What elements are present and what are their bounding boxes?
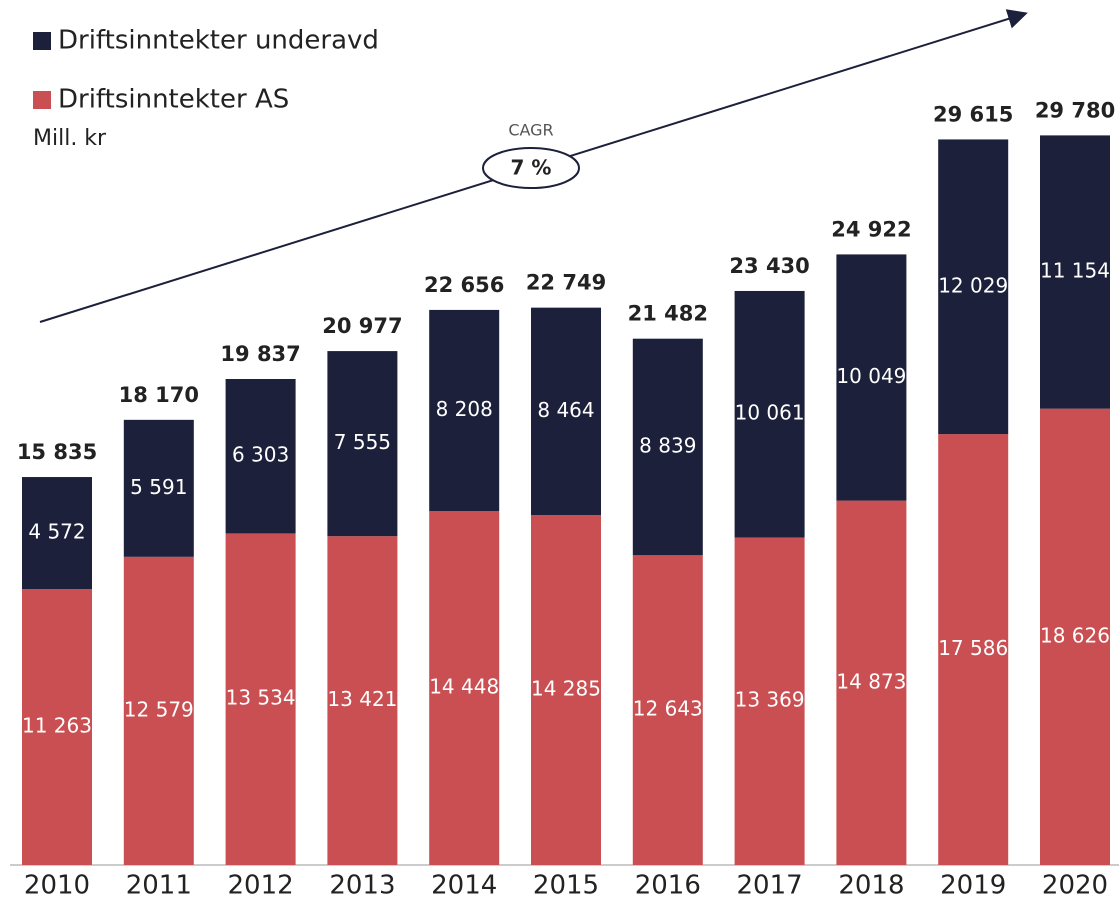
x-tick-label: 2018	[838, 871, 904, 901]
data-label: 11 154	[1040, 259, 1110, 283]
data-label: 4 572	[28, 520, 85, 544]
bar-segment	[327, 351, 398, 537]
total-label: 24 922	[831, 217, 911, 241]
bar-segment	[734, 537, 805, 865]
bar-segment	[429, 309, 500, 512]
x-tick-label: 2017	[737, 871, 803, 901]
bar-segment	[225, 533, 296, 865]
x-tick-label: 2014	[431, 871, 497, 901]
data-label: 10 061	[735, 401, 805, 425]
cagr-value: 7 %	[511, 156, 552, 180]
total-label: 29 615	[933, 102, 1013, 126]
data-label: 13 421	[327, 687, 397, 711]
data-label: 14 448	[429, 675, 499, 699]
total-label: 15 835	[17, 440, 97, 464]
data-label: 7 555	[334, 430, 391, 454]
cagr-label: CAGR	[508, 121, 553, 140]
total-label: 23 430	[729, 254, 809, 278]
bar-segment	[22, 477, 92, 590]
bar-segment	[632, 338, 703, 556]
unit-label: Mill. kr	[33, 126, 107, 151]
x-tick-label: 2010	[24, 871, 90, 901]
data-label: 5 591	[130, 475, 187, 499]
total-label: 18 170	[119, 383, 199, 407]
data-label: 6 303	[232, 443, 289, 467]
bar-segment	[531, 515, 601, 865]
bar-segment	[327, 536, 398, 865]
bar-segment	[531, 307, 601, 516]
bar-segment	[632, 555, 703, 865]
x-tick-label: 2013	[329, 871, 395, 901]
cagr-ellipse	[482, 147, 580, 189]
bar-segment	[22, 589, 92, 865]
data-label: 12 579	[124, 697, 194, 721]
legend-swatch	[33, 32, 51, 50]
x-tick-label: 2019	[940, 871, 1006, 901]
data-label: 8 208	[436, 397, 493, 421]
data-label: 14 285	[531, 677, 601, 701]
x-tick-label: 2016	[635, 871, 701, 901]
x-tick-label: 2012	[228, 871, 294, 901]
data-label: 17 586	[938, 636, 1008, 660]
legend-label: Driftsinntekter AS	[58, 85, 289, 115]
bar-segment	[123, 419, 194, 557]
data-label: 18 626	[1040, 623, 1110, 647]
data-label: 14 873	[836, 669, 906, 693]
total-label: 21 482	[628, 302, 708, 326]
data-label: 11 263	[22, 714, 92, 738]
data-label: 8 839	[639, 433, 696, 457]
data-label: 13 369	[735, 688, 805, 712]
data-label: 12 029	[938, 273, 1008, 297]
legend-label: Driftsinntekter underavd	[58, 26, 379, 56]
bar-segment	[734, 290, 805, 538]
total-label: 19 837	[220, 342, 300, 366]
bar-segment	[938, 434, 1009, 865]
x-tick-label: 2015	[533, 871, 599, 901]
bar-segment	[1040, 408, 1110, 865]
legend-swatch	[33, 91, 51, 109]
total-label: 22 749	[526, 271, 606, 295]
data-label: 10 049	[836, 364, 906, 388]
bar-segment	[1040, 135, 1110, 409]
total-label: 22 656	[424, 273, 504, 297]
data-label: 8 464	[537, 398, 594, 422]
bar-segment	[836, 500, 907, 865]
bar-segment	[225, 378, 296, 534]
total-label: 20 977	[322, 314, 402, 338]
bar-segment	[123, 556, 194, 865]
data-label: 12 643	[633, 697, 703, 721]
total-label: 29 780	[1035, 98, 1115, 122]
data-label: 13 534	[226, 686, 296, 710]
bar-segment	[429, 511, 500, 865]
bar-segment	[836, 254, 907, 501]
x-tick-label: 2020	[1042, 871, 1108, 901]
bar-segment	[938, 139, 1009, 435]
x-tick-label: 2011	[126, 871, 192, 901]
